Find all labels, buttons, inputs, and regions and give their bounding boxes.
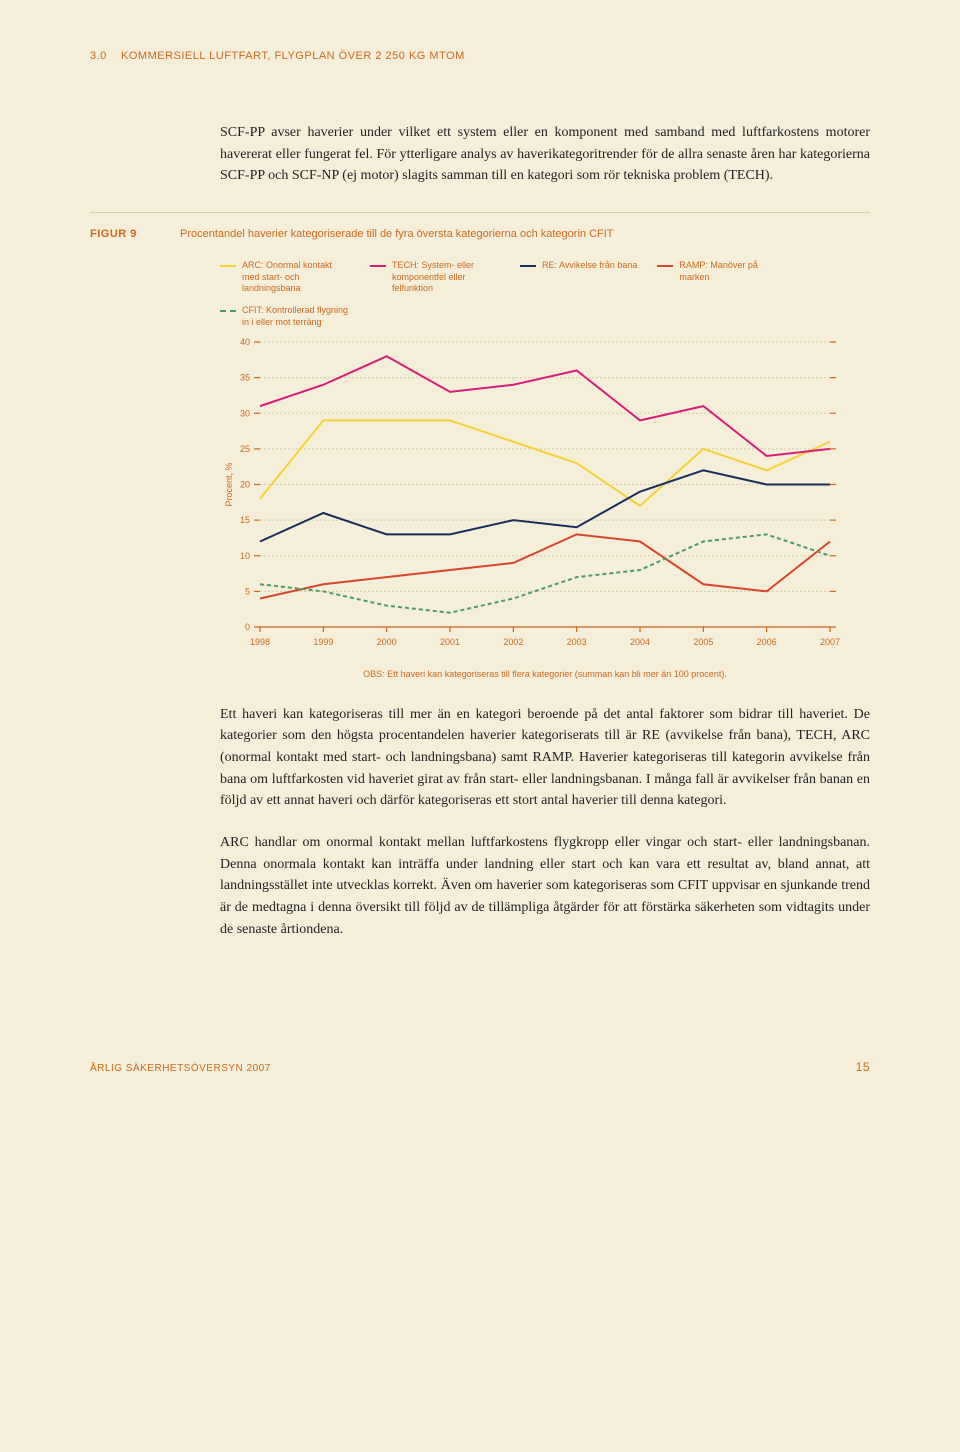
svg-text:30: 30: [240, 408, 250, 418]
svg-text:0: 0: [245, 622, 250, 632]
legend-label: RAMP: Manöver på marken: [679, 260, 787, 295]
series-re: [260, 470, 830, 541]
svg-text:5: 5: [245, 586, 250, 596]
series-tech: [260, 356, 830, 456]
svg-text:15: 15: [240, 515, 250, 525]
chart-legend: ARC: Onormal kontakt med start- och land…: [220, 260, 870, 328]
svg-text:2003: 2003: [567, 637, 587, 647]
series-ramp: [260, 534, 830, 598]
svg-text:2002: 2002: [503, 637, 523, 647]
figure-heading: FIGUR 9 Procentandel haverier kategorise…: [90, 228, 870, 240]
figure-caption: Procentandel haverier kategoriserade til…: [180, 228, 614, 240]
svg-text:2001: 2001: [440, 637, 460, 647]
chart-container: ARC: Onormal kontakt med start- och land…: [220, 260, 870, 656]
legend-swatch: [657, 265, 673, 267]
paragraph-1: SCF-PP avser haverier under vilket ett s…: [220, 122, 870, 187]
svg-text:2005: 2005: [693, 637, 713, 647]
section-header: 3.0 KOMMERSIELL LUFTFART, FLYGPLAN ÖVER …: [90, 50, 870, 62]
page-footer: ÅRLIG SÄKERHETSÖVERSYN 2007 15: [90, 1060, 870, 1074]
paragraph-3: ARC handlar om onormal kontakt mellan lu…: [220, 832, 870, 940]
legend-label: ARC: Onormal kontakt med start- och land…: [242, 260, 350, 295]
section-number: 3.0: [90, 50, 107, 62]
svg-text:1998: 1998: [250, 637, 270, 647]
series-cfit: [260, 534, 830, 612]
svg-text:Procent, %: Procent, %: [224, 462, 234, 506]
legend-item-cfit: CFIT: Kontrollerad flygning in i eller m…: [220, 305, 350, 328]
svg-text:25: 25: [240, 443, 250, 453]
svg-text:35: 35: [240, 372, 250, 382]
legend-label: CFIT: Kontrollerad flygning in i eller m…: [242, 305, 350, 328]
legend-label: TECH: System- eller komponentfel eller f…: [392, 260, 500, 295]
svg-text:20: 20: [240, 479, 250, 489]
svg-text:2006: 2006: [757, 637, 777, 647]
legend-item-tech: TECH: System- eller komponentfel eller f…: [370, 260, 500, 295]
svg-text:2007: 2007: [820, 637, 840, 647]
series-arc: [260, 420, 830, 506]
svg-text:2004: 2004: [630, 637, 650, 647]
figure-label: FIGUR 9: [90, 228, 150, 240]
legend-swatch: [370, 265, 386, 267]
line-chart: 0 5 10 15 20 25 30 35 40 1998 1999 2000 2001 2002 2003…: [220, 337, 840, 657]
svg-text:40: 40: [240, 337, 250, 347]
legend-item-ramp: RAMP: Manöver på marken: [657, 260, 787, 295]
legend-swatch: [220, 265, 236, 267]
legend-swatch: [520, 265, 536, 267]
divider: [90, 212, 870, 213]
footer-text: ÅRLIG SÄKERHETSÖVERSYN 2007: [90, 1063, 271, 1074]
page-number: 15: [856, 1060, 870, 1074]
svg-text:10: 10: [240, 550, 250, 560]
chart-note: OBS: Ett haveri kan kategoriseras till f…: [220, 669, 870, 679]
paragraph-2: Ett haveri kan kategoriseras till mer än…: [220, 704, 870, 812]
legend-swatch: [220, 310, 236, 312]
svg-text:2000: 2000: [377, 637, 397, 647]
section-title: KOMMERSIELL LUFTFART, FLYGPLAN ÖVER 2 25…: [121, 50, 465, 62]
legend-item-re: RE: Avvikelse från bana: [520, 260, 637, 295]
svg-text:1999: 1999: [313, 637, 333, 647]
legend-label: RE: Avvikelse från bana: [542, 260, 637, 295]
legend-item-arc: ARC: Onormal kontakt med start- och land…: [220, 260, 350, 295]
